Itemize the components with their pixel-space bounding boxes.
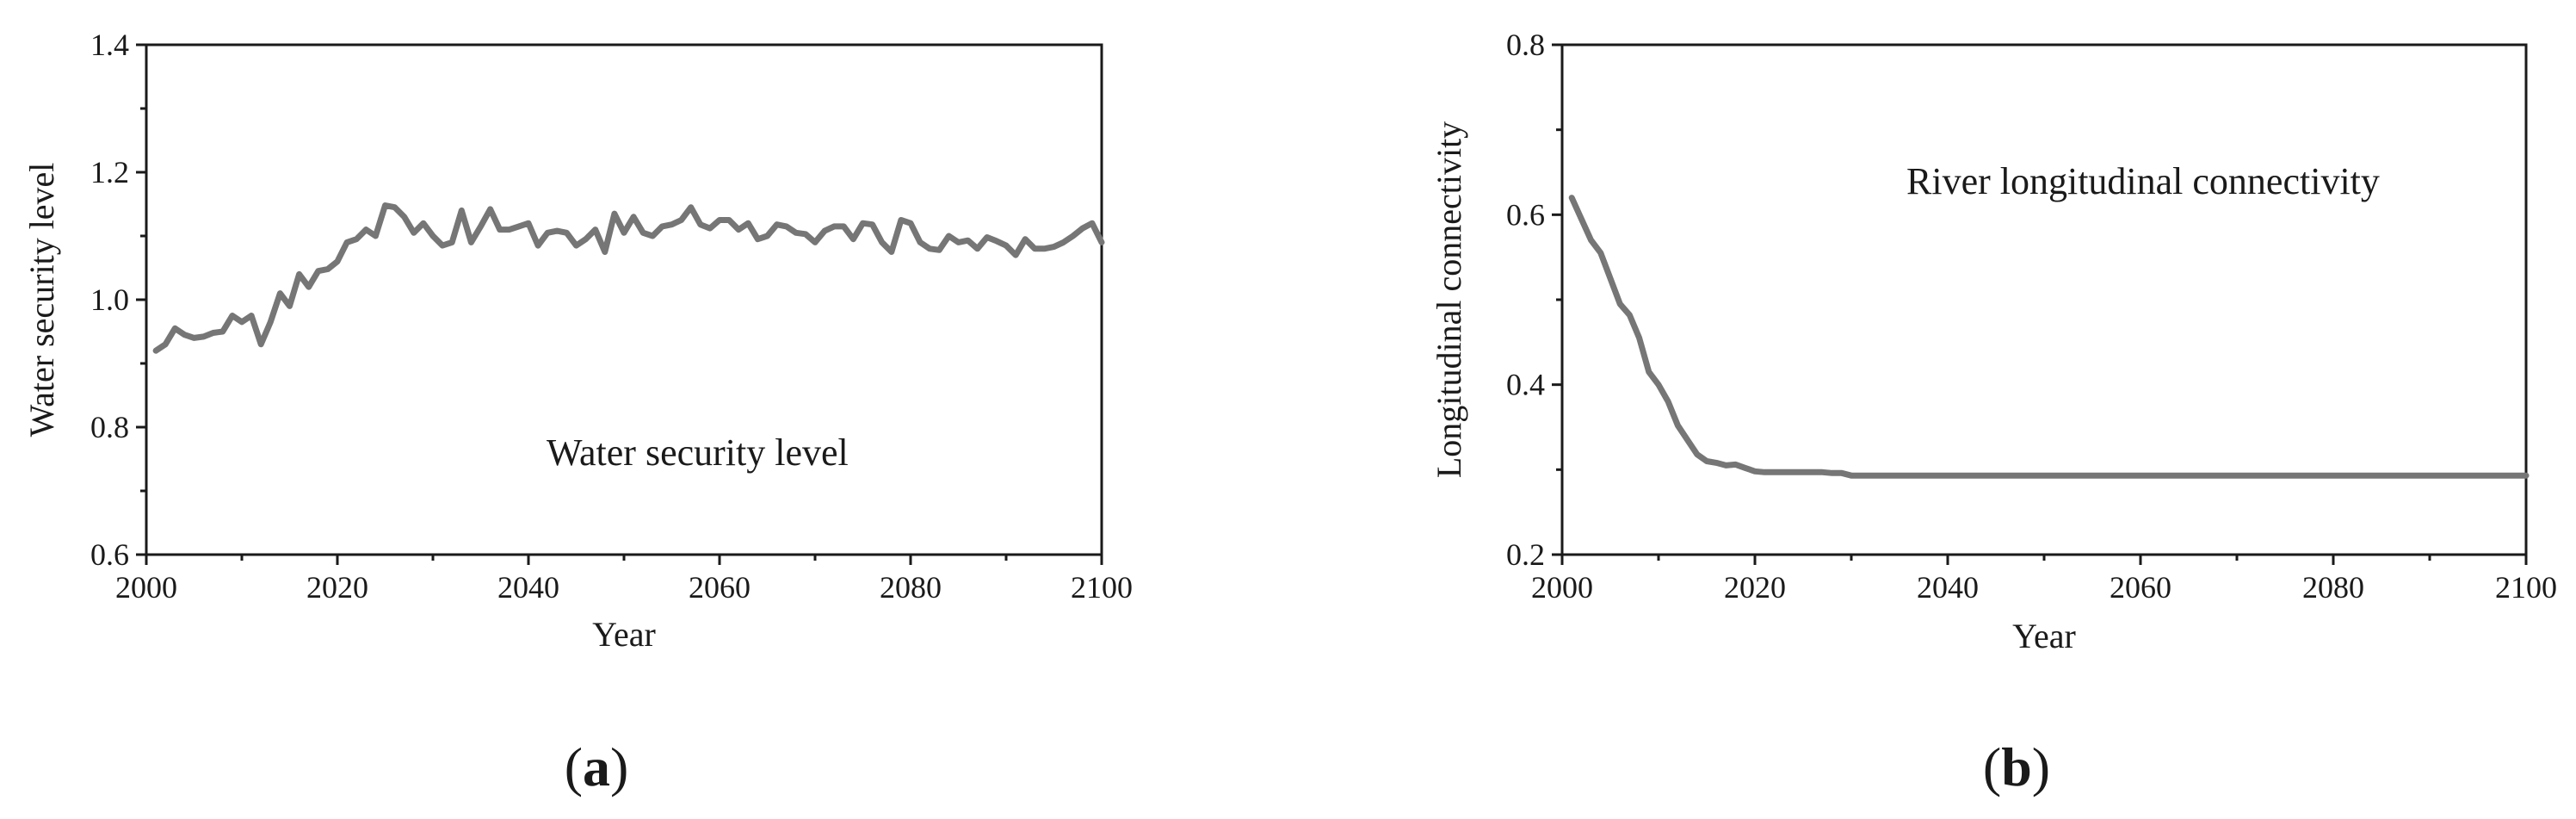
annotation-a: Water security level — [547, 431, 849, 474]
chart-panel-b: 2000 2020 2040 2060 2080 2100 0.2 0.4 0.6 0.8 Yea… — [1430, 28, 2557, 797]
tick-group-b: 2000 2020 2040 2060 2080 2100 0.2 0.4 0.6 0.8 — [1506, 28, 2557, 605]
panel-label-a-letter: a — [583, 736, 610, 797]
annotation-b: River longitudinal connectivity — [1906, 160, 2380, 202]
panel-label-b-letter: b — [2001, 736, 2032, 797]
panel-label-b: (b) — [1983, 736, 2050, 797]
y-tick-label-a: 0.6 — [90, 537, 129, 572]
y-axis-title-a: Water security level — [22, 163, 61, 437]
tick-group-a: 2000 2020 2040 2060 2080 2100 0.6 0.8 1.0 1.2 1.4 — [90, 28, 1133, 605]
x-tick-label-a: 2080 — [880, 570, 942, 605]
x-tick-label-b: 2080 — [2302, 570, 2364, 605]
x-tick-label-b: 2020 — [1724, 570, 1786, 605]
x-tick-label-a: 2040 — [497, 570, 559, 605]
panel-label-a: (a) — [565, 736, 629, 797]
x-tick-label-b: 2060 — [2110, 570, 2171, 605]
y-tick-label-b: 0.6 — [1506, 197, 1545, 232]
x-tick-label-b: 2040 — [1917, 570, 1979, 605]
x-tick-label-a: 2060 — [689, 570, 751, 605]
y-tick-label-a: 1.2 — [90, 155, 129, 189]
x-tick-label-b: 2100 — [2495, 570, 2557, 605]
x-axis-title-b: Year — [2012, 617, 2076, 655]
x-tick-label-a: 2100 — [1071, 570, 1133, 605]
series-line-b — [1568, 195, 2530, 479]
chart-panel-a: 2000 2020 2040 2060 2080 21000.60.81.01.21.4 … — [22, 28, 1133, 797]
y-tick-label-a: 1.0 — [90, 282, 129, 317]
x-axis-title-a: Year — [592, 615, 656, 654]
series-line-a — [152, 202, 1105, 354]
y-tick-label-a: 0.8 — [90, 410, 129, 444]
y-tick-label-b: 0.2 — [1506, 537, 1545, 572]
x-tick-label-a: 2000 — [115, 570, 177, 605]
y-tick-label-a: 1.4 — [90, 28, 129, 62]
x-tick-label-b: 2000 — [1531, 570, 1593, 605]
y-axis-title-b: Longitudinal connectivity — [1430, 121, 1468, 478]
y-tick-label-b: 0.4 — [1506, 368, 1545, 402]
y-tick-label-b: 0.8 — [1506, 28, 1545, 62]
x-tick-label-a: 2020 — [306, 570, 368, 605]
